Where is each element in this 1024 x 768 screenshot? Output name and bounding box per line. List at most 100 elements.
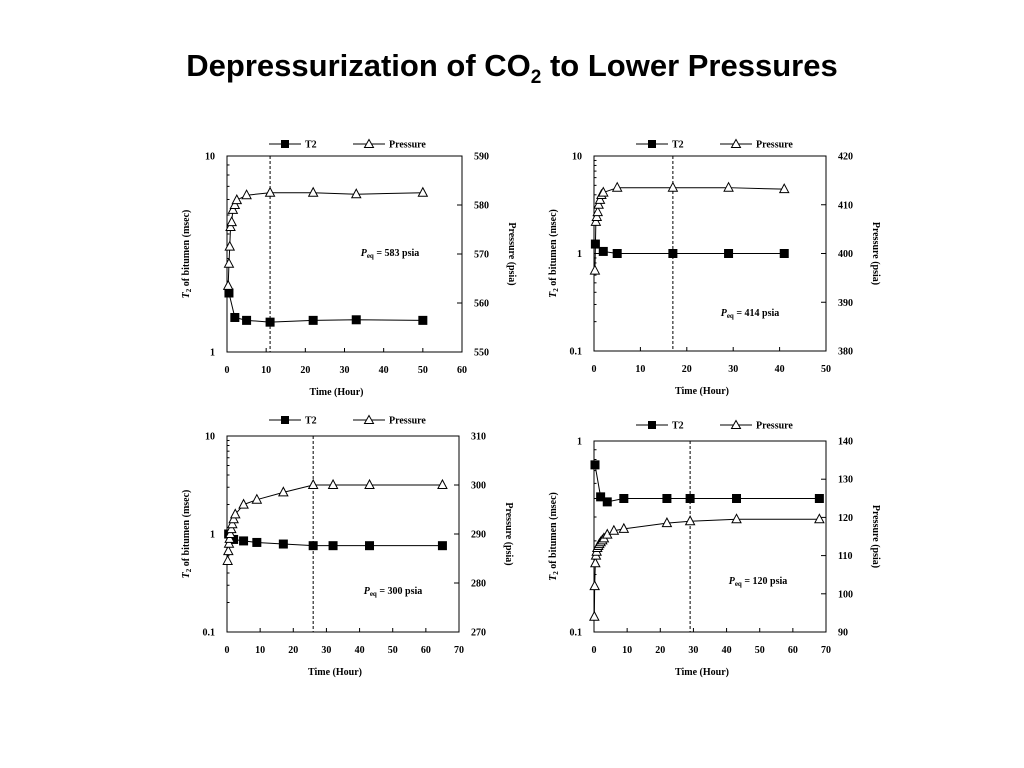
y-left-tick-label: 10	[205, 152, 215, 163]
data-point-pressure	[224, 527, 236, 538]
title-rest: to Lower Pressures	[541, 48, 838, 83]
title-main: Depressurization of CO	[186, 48, 531, 83]
equilibrium-pressure-annotation: Peq = 583 psia	[361, 248, 420, 260]
data-point-pressure	[229, 198, 241, 209]
plot-frame	[593, 440, 827, 633]
legend-label-pressure: Pressure	[756, 421, 793, 432]
y-right-axis-label: Pressure (psia)	[506, 222, 517, 285]
x-tick-label: 40	[775, 364, 785, 375]
chart-4: 0 10 20 30 40 50 60 70 0.1 1 90 100 110 120 130 140 Time…	[548, 419, 881, 678]
data-point-t2	[265, 317, 275, 327]
x-tick-label: 0	[592, 364, 597, 375]
equilibrium-pressure-annotation: Peq = 414 psia	[721, 308, 780, 320]
data-point-pressure	[814, 513, 825, 524]
y-right-tick-label: 570	[474, 250, 489, 261]
data-point-t2	[328, 541, 338, 551]
y-right-tick-label: 270	[471, 628, 486, 639]
y-left-tick-label: 10	[572, 152, 582, 163]
data-point-pressure	[225, 220, 236, 232]
y-right-tick-label: 560	[474, 299, 489, 310]
x-tick-label: 70	[821, 645, 831, 656]
data-point-pressure	[608, 524, 620, 535]
y-left-label-subscript: 2	[552, 288, 560, 292]
data-point-pressure	[437, 478, 448, 489]
x-tick-label: 20	[288, 645, 298, 656]
data-point-t2	[418, 315, 428, 325]
y-left-label-subscript: 2	[185, 568, 193, 572]
data-point-pressure	[241, 189, 252, 200]
data-point-pressure	[264, 186, 276, 197]
data-point-pressure	[592, 205, 604, 217]
data-point-pressure	[231, 194, 243, 205]
data-point-pressure	[226, 518, 238, 529]
data-point-t2	[602, 497, 612, 507]
data-point-t2	[278, 539, 288, 549]
data-point-t2	[242, 315, 252, 325]
data-point-t2	[668, 249, 678, 258]
x-tick-label: 40	[355, 645, 365, 656]
y-left-label-symbol: T	[548, 291, 559, 298]
data-point-t2	[224, 288, 234, 298]
data-point-pressure	[589, 610, 600, 621]
data-point-pressure	[661, 517, 673, 528]
title-subscript: 2	[530, 67, 542, 89]
x-tick-label: 30	[728, 364, 738, 375]
x-tick-label: 50	[418, 365, 428, 376]
data-point-pressure	[589, 580, 600, 591]
data-point-pressure	[223, 257, 235, 268]
x-tick-label: 70	[454, 645, 464, 656]
data-point-pressure	[731, 513, 742, 524]
data-point-pressure	[589, 264, 601, 275]
data-point-pressure	[684, 515, 696, 526]
y-left-label-text: of bitumen (msec)	[548, 209, 559, 288]
data-point-pressure	[594, 193, 606, 204]
y-right-axis-label: Pressure (psia)	[503, 502, 514, 565]
data-point-t2	[308, 541, 318, 551]
data-point-pressure	[222, 545, 234, 556]
y-right-tick-label: 380	[838, 347, 853, 358]
x-tick-label: 30	[321, 645, 331, 656]
y-right-tick-label: 590	[474, 152, 489, 163]
data-point-pressure	[597, 186, 609, 197]
equilibrium-pressure-annotation: Peq = 300 psia	[364, 586, 423, 598]
y-right-tick-label: 140	[838, 437, 853, 448]
y-right-tick-label: 310	[471, 432, 486, 443]
legend-label-t2: T2	[305, 416, 317, 427]
x-tick-label: 10	[261, 365, 271, 376]
data-point-pressure	[228, 513, 239, 524]
data-point-pressure	[251, 493, 263, 504]
y-right-tick-label: 280	[471, 579, 486, 590]
data-point-t2	[612, 249, 622, 258]
legend-marker-pressure	[363, 414, 375, 424]
y-left-label-text: of bitumen (msec)	[181, 490, 192, 569]
x-tick-label: 20	[300, 365, 310, 376]
slide-title: Depressurization of CO2 to Lower Pressur…	[0, 48, 1024, 89]
series-line-t2	[228, 292, 423, 323]
annotation-symbol: P	[364, 586, 371, 597]
data-point-t2	[685, 493, 695, 503]
equilibrium-pressure-annotation: Peq = 120 psia	[729, 576, 788, 588]
legend-label-t2: T2	[672, 140, 684, 151]
x-tick-label: 50	[821, 364, 831, 375]
legend-marker-pressure	[363, 138, 375, 148]
x-tick-label: 20	[682, 364, 692, 375]
y-left-tick-label: 1	[210, 348, 215, 359]
chart-3: 0 10 20 30 40 50 60 70 0.1 1 10 270 280 290 300 310 Time…	[181, 414, 514, 678]
data-point-pressure	[223, 537, 235, 548]
x-tick-label: 60	[457, 365, 467, 376]
y-left-label-text: of bitumen (msec)	[548, 492, 559, 571]
y-right-tick-label: 300	[471, 481, 486, 492]
data-point-pressure	[238, 498, 249, 509]
x-tick-label: 50	[755, 645, 765, 656]
x-axis-label: Time (Hour)	[308, 667, 362, 678]
x-tick-label: 60	[421, 645, 431, 656]
x-tick-label: 60	[788, 645, 798, 656]
legend-marker-pressure	[730, 138, 742, 148]
series-line-pressure	[227, 192, 423, 286]
data-point-pressure	[350, 188, 362, 199]
data-point-t2	[308, 315, 318, 325]
legend-label-t2: T2	[672, 421, 684, 432]
x-axis-label: Time (Hour)	[675, 667, 729, 678]
legend-label-pressure: Pressure	[756, 140, 793, 151]
data-point-t2	[662, 493, 672, 503]
